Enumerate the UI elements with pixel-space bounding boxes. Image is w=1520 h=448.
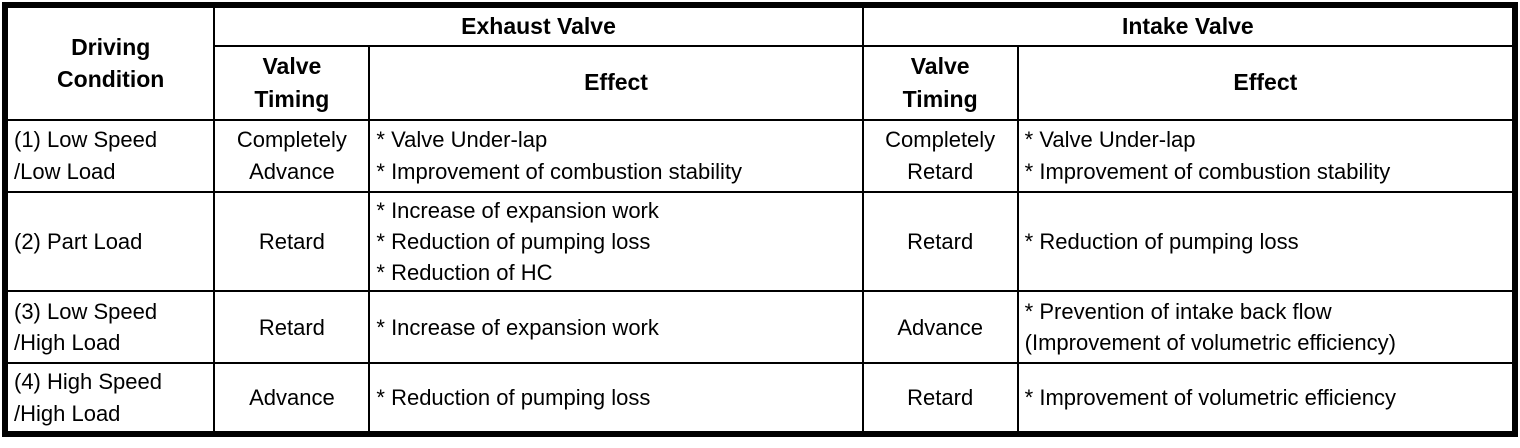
cell-exhaust-effect-2: * Increase of expansion work * Reduction… (368, 190, 864, 293)
header-exhaust-effect: Effect (368, 44, 864, 121)
table-row: (4) High Speed /High Load Advance * Redu… (3, 362, 1517, 435)
cell-exhaust-effect-4: * Reduction of pumping loss (368, 362, 864, 435)
header-exhaust-valve-timing: Valve Timing (213, 44, 371, 121)
cell-condition-1: (1) Low Speed /Low Load (3, 118, 216, 193)
cell-intake-timing-1: Completely Retard (861, 118, 1019, 193)
cell-intake-effect-2: * Reduction of pumping loss (1016, 190, 1517, 293)
cell-exhaust-timing-1: Completely Advance (213, 118, 371, 193)
cell-exhaust-effect-3: * Increase of expansion work (368, 290, 864, 365)
table-row: (1) Low Speed /Low Load Completely Advan… (3, 118, 1517, 193)
cell-condition-2: (2) Part Load (3, 190, 216, 293)
header-intake-effect: Effect (1016, 44, 1517, 121)
header-intake-valve-timing: Valve Timing (861, 44, 1019, 121)
valve-timing-table: Driving Condition Exhaust Valve Intake V… (2, 2, 1518, 437)
cell-condition-3: (3) Low Speed /High Load (3, 290, 216, 365)
cell-intake-effect-1: * Valve Under-lap * Improvement of combu… (1016, 118, 1517, 193)
header-driving-condition: Driving Condition (3, 4, 216, 121)
header-intake-valve: Intake Valve (861, 4, 1517, 47)
cell-exhaust-timing-2: Retard (213, 190, 371, 293)
cell-intake-effect-4: * Improvement of volumetric efficiency (1016, 362, 1517, 435)
cell-exhaust-timing-3: Retard (213, 290, 371, 365)
header-exhaust-valve: Exhaust Valve (213, 4, 864, 47)
cell-condition-4: (4) High Speed /High Load (3, 362, 216, 435)
cell-intake-timing-2: Retard (861, 190, 1019, 293)
table-row: (3) Low Speed /High Load Retard * Increa… (3, 290, 1517, 365)
header-row-subcolumns: Valve Timing Effect Valve Timing Effect (5, 44, 1517, 121)
table-row: (2) Part Load Retard * Increase of expan… (3, 190, 1517, 293)
cell-exhaust-timing-4: Advance (213, 362, 371, 435)
cell-exhaust-effect-1: * Valve Under-lap * Improvement of combu… (368, 118, 864, 193)
cell-intake-timing-4: Retard (861, 362, 1019, 435)
cell-intake-timing-3: Advance (861, 290, 1019, 365)
header-row-groups: Driving Condition Exhaust Valve Intake V… (3, 4, 1517, 121)
cell-intake-effect-3: * Prevention of intake back flow (Improv… (1016, 290, 1517, 365)
